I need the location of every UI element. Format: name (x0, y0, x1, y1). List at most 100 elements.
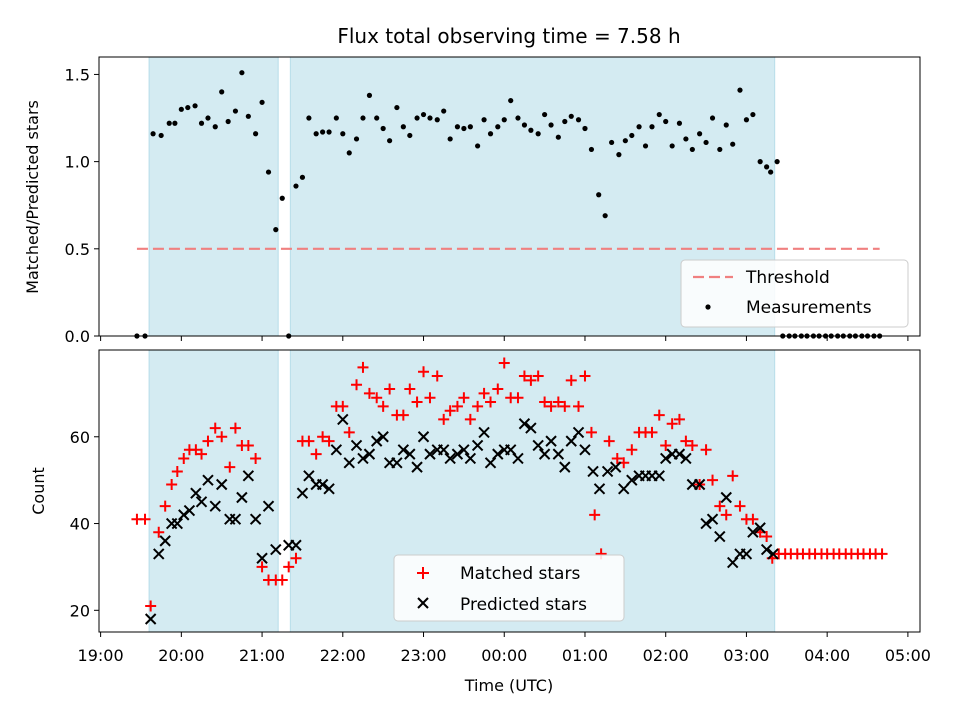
matched-star-point (518, 370, 530, 382)
predicted-star-point (144, 613, 157, 625)
measurement-point (697, 131, 703, 137)
measurement-point (703, 139, 709, 146)
measurement-point (461, 125, 467, 132)
measurement-point (326, 129, 332, 135)
matched-star-point (492, 383, 504, 395)
measurement-point (669, 143, 675, 149)
predicted-star-point (464, 452, 477, 465)
top-ylabel: Matched/Predicted stars (23, 100, 42, 294)
bottom-legend-box (393, 554, 625, 622)
shaded-interval-0 (148, 349, 279, 633)
matched-star-point (242, 439, 254, 451)
matched-star-point (565, 374, 577, 386)
predicted-star-point (525, 422, 537, 434)
measurement-point (333, 115, 339, 121)
matched-star-point (363, 387, 375, 399)
matched-star-point (371, 392, 383, 404)
shaded-interval-0 (148, 56, 279, 337)
predicted-star-point (404, 448, 416, 460)
predicted-star-point (559, 461, 571, 473)
measurement-point (265, 169, 272, 175)
predicted-star-point (747, 526, 759, 538)
legend-measurements-swatch (705, 304, 711, 310)
predicted-star-point (417, 431, 430, 443)
predicted-star-point (195, 496, 208, 508)
predicted-star-point (411, 461, 423, 473)
matched-star-point (485, 396, 497, 408)
predicted-star-point (316, 478, 329, 491)
measurement-point (683, 136, 689, 142)
predicted-star-point (323, 483, 335, 495)
predicted-star-point (700, 517, 712, 530)
measurement-point (588, 146, 595, 153)
predicted-star-point (653, 470, 665, 482)
predicted-star-point (444, 452, 456, 465)
measurement-point (508, 97, 514, 104)
measurement-point (340, 131, 346, 137)
bottom-axes-frame (98, 349, 921, 633)
measurement-point (535, 131, 541, 137)
matched-star-point (351, 379, 363, 391)
matched-star-point (458, 392, 470, 404)
top-axes-frame (98, 56, 921, 337)
matched-star-point (589, 509, 601, 521)
matched-star-point (559, 400, 571, 412)
measurement-point (689, 146, 695, 153)
measurement-point (555, 134, 561, 140)
matched-star-point (603, 435, 615, 447)
matched-star-point (714, 500, 726, 512)
predicted-star-point (171, 517, 184, 530)
predicted-star-point (202, 474, 214, 486)
predicted-star-point (290, 539, 302, 551)
bottom-y-tick-label: 60 (70, 428, 90, 447)
measurement-point (366, 92, 373, 98)
predicted-star-point (242, 470, 255, 482)
measurement-point (501, 117, 507, 123)
predicted-star-point (626, 474, 638, 486)
bottom-shaded-intervals (148, 349, 776, 633)
predicted-star-point (720, 491, 732, 504)
matched-star-point (276, 574, 288, 586)
matched-star-point (539, 396, 551, 408)
predicted-star-point (532, 439, 544, 452)
top-y-tick-label: 1.5 (65, 65, 90, 84)
matched-star-point (532, 370, 544, 382)
matched-star-point (303, 435, 315, 447)
measurement-point (299, 174, 306, 180)
predicted-star-point (330, 444, 343, 456)
measurement-point (172, 120, 178, 126)
measurement-point (245, 113, 251, 119)
matched-star-point (256, 561, 268, 573)
measurement-point (394, 104, 400, 111)
measurement-point (622, 138, 628, 144)
predicted-star-point (229, 513, 242, 525)
predicted-star-point (512, 452, 524, 465)
measurement-point (447, 136, 453, 142)
legend-matched-label: Matched stars (460, 564, 580, 584)
measurement-point (353, 136, 360, 142)
top-y-tick-label: 0.0 (65, 327, 90, 346)
predicted-star-point (618, 483, 630, 495)
bottom-legend: Matched stars Predicted stars (393, 554, 625, 622)
predicted-star-point (538, 448, 551, 460)
predicted-star-point (159, 535, 171, 547)
legend-threshold-label: Threshold (745, 268, 830, 288)
predicted-star-point (437, 444, 450, 456)
measurement-point (636, 124, 642, 130)
matched-star-point (747, 513, 759, 525)
matched-star-point (464, 413, 476, 425)
top-legend-box (680, 259, 909, 328)
legend-predicted-label: Predicted stars (460, 595, 587, 615)
predicted-star-point (693, 478, 706, 491)
measurement-point (380, 125, 386, 132)
predicted-star-point (190, 487, 202, 499)
measurement-point (642, 143, 649, 149)
bottom-y-tick-label: 20 (70, 601, 90, 620)
measurement-point (774, 159, 780, 165)
predicted-star-point (424, 448, 436, 460)
measurement-point (150, 131, 156, 137)
predicted-star-point (256, 552, 268, 564)
x-tick-label: 03:00 (723, 646, 769, 665)
measurement-point (542, 111, 548, 118)
matched-star-point (202, 435, 214, 447)
